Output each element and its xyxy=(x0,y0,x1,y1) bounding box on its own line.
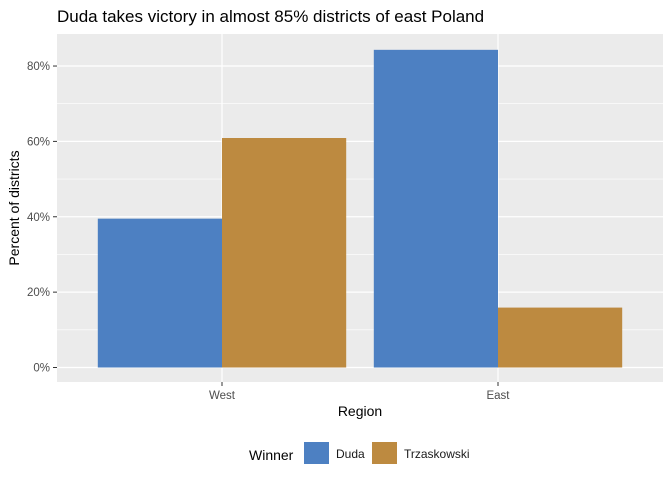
legend: Winner Duda Trzaskowski xyxy=(249,442,470,464)
legend-key-trzaskowski xyxy=(372,442,397,464)
y-tick-label: 80% xyxy=(27,61,50,73)
legend-title: Winner xyxy=(249,447,294,463)
bar-east-trzaskowski xyxy=(498,307,623,368)
legend-label-trzaskowski: Trzaskowski xyxy=(404,447,470,461)
bars xyxy=(97,49,623,368)
y-axis: 0% 20% 40% 60% 80% xyxy=(27,61,57,375)
legend-label-duda: Duda xyxy=(336,447,365,461)
bar-east-duda xyxy=(373,49,498,368)
y-tick-label: 40% xyxy=(27,212,50,224)
x-axis-title: Region xyxy=(338,403,382,419)
y-axis-title: Percent of districts xyxy=(6,150,22,265)
x-tick-label: West xyxy=(209,390,236,402)
legend-key-duda xyxy=(304,442,329,464)
x-axis: West East xyxy=(209,382,510,402)
y-tick-label: 60% xyxy=(27,136,50,148)
chart-title: Duda takes victory in almost 85% distric… xyxy=(57,7,484,26)
y-tick-label: 0% xyxy=(33,363,50,375)
bar-west-trzaskowski xyxy=(222,138,347,368)
x-tick-label: East xyxy=(486,390,510,402)
y-tick-label: 20% xyxy=(27,287,50,299)
bar-west-duda xyxy=(97,218,222,368)
